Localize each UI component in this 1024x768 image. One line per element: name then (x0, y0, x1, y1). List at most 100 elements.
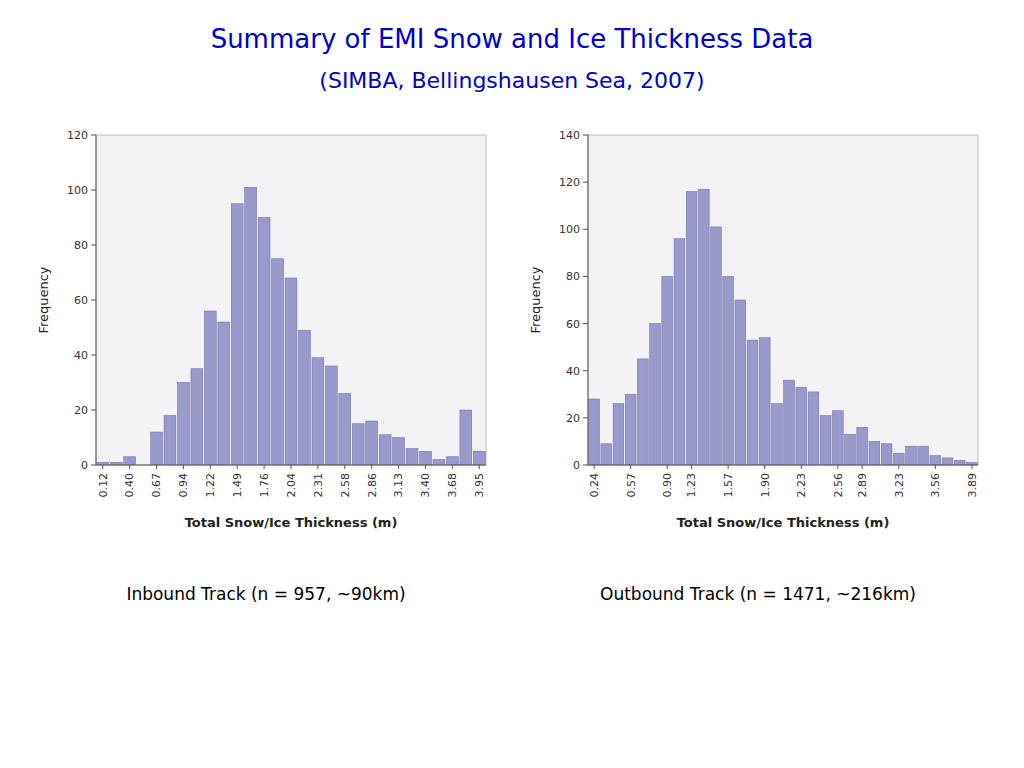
bar (613, 404, 624, 465)
x-tick (801, 465, 802, 469)
bar (796, 387, 807, 465)
x-tick-label: 2.23 (795, 473, 808, 498)
bar (204, 311, 216, 465)
bars (589, 189, 978, 465)
x-tick-label: 3.13 (392, 473, 405, 498)
y-axis-line (96, 135, 97, 465)
x-tick-label: 0.24 (588, 473, 601, 498)
bar (285, 278, 297, 465)
subtitle: (SIMBA, Bellingshausen Sea, 2007) (319, 68, 704, 93)
x-tick (935, 465, 936, 469)
bar (772, 404, 783, 465)
x-tick-label: 0.57 (625, 473, 638, 498)
y-axis-label: Frequency (528, 266, 543, 333)
x-tick (971, 465, 972, 469)
bar (954, 460, 965, 465)
x-tick (630, 465, 631, 469)
x-axis-line (96, 465, 486, 466)
bar (747, 340, 758, 465)
y-tick (91, 410, 96, 411)
y-tick-label: 60 (74, 294, 88, 307)
y-tick (583, 135, 588, 136)
x-tick (371, 465, 372, 469)
panel-title: Outbound Track (n = 1471, ~216km) (600, 584, 916, 604)
x-tick-label: 3.68 (446, 473, 459, 498)
y-tick-label: 0 (573, 459, 580, 472)
bar (446, 457, 458, 465)
bar (832, 411, 843, 465)
bar (420, 451, 432, 465)
y-tick-label: 20 (566, 412, 580, 425)
bar (366, 421, 378, 465)
y-tick (583, 276, 588, 277)
bar (784, 380, 795, 465)
bar (711, 227, 722, 465)
bar (601, 444, 612, 465)
bar (893, 453, 904, 465)
bar (723, 276, 734, 465)
bar (662, 276, 673, 465)
y-tick (91, 190, 96, 191)
x-tick-label: 0.12 (97, 473, 110, 498)
x-axis-line (588, 465, 978, 466)
bar (312, 358, 324, 465)
x-tick-label: 2.04 (285, 473, 298, 498)
y-tick (91, 465, 96, 466)
x-tick (291, 465, 292, 469)
bar (406, 449, 418, 466)
bar (686, 192, 697, 465)
x-tick (156, 465, 157, 469)
y-tick-label: 40 (566, 365, 580, 378)
bar (151, 432, 163, 465)
y-tick-label: 80 (566, 270, 580, 283)
x-tick-label: 2.31 (312, 473, 325, 498)
bar (808, 392, 819, 465)
bar (918, 446, 929, 465)
bar (299, 330, 311, 465)
bar (637, 359, 648, 465)
bar (473, 451, 485, 465)
bar (735, 300, 746, 465)
y-tick-label: 40 (74, 349, 88, 362)
y-tick (583, 182, 588, 183)
x-tick-label: 0.67 (150, 473, 163, 498)
bar (845, 434, 856, 465)
bars (97, 187, 485, 465)
y-tick-label: 100 (559, 223, 580, 236)
y-axis-label: Frequency (36, 266, 51, 333)
y-tick (583, 465, 588, 466)
bar (460, 410, 472, 465)
x-tick (317, 465, 318, 469)
title: Summary of EMI Snow and Ice Thickness Da… (211, 24, 814, 54)
bar (272, 259, 284, 465)
x-tick-label: 0.90 (661, 473, 674, 498)
bar (698, 189, 709, 465)
y-tick (583, 417, 588, 418)
x-tick (764, 465, 765, 469)
bar (930, 456, 941, 465)
y-tick-label: 80 (74, 239, 88, 252)
x-tick (479, 465, 480, 469)
bar (759, 338, 770, 465)
bar (245, 187, 257, 465)
x-tick (237, 465, 238, 469)
bar (881, 444, 892, 465)
bar (177, 383, 189, 466)
bar (820, 416, 831, 466)
y-tick-label: 120 (67, 129, 88, 142)
x-tick-label: 3.56 (929, 473, 942, 498)
x-tick-label: 1.23 (685, 473, 698, 498)
y-tick (91, 135, 96, 136)
bar (258, 218, 270, 466)
x-tick-label: 2.56 (832, 473, 845, 498)
bar (164, 416, 176, 466)
bar (352, 424, 364, 465)
x-tick-label: 3.95 (473, 473, 486, 498)
x-tick (398, 465, 399, 469)
bar (124, 457, 136, 465)
panel: 0204060801001201400.240.570.901.231.571.… (528, 129, 979, 604)
x-tick (425, 465, 426, 469)
y-tick-label: 60 (566, 318, 580, 331)
y-tick-label: 100 (67, 184, 88, 197)
x-tick (691, 465, 692, 469)
